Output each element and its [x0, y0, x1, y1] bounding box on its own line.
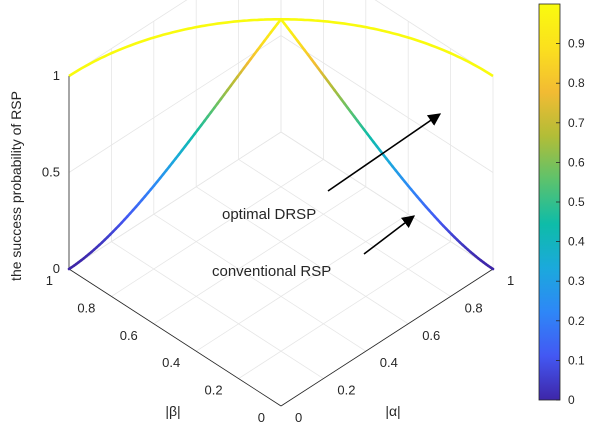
colorbar-tick-label: 0.9: [568, 37, 585, 51]
z-tick-label: 0: [53, 261, 60, 276]
grid-line-alpha: [280, 0, 494, 270]
plot-curves: [67, 17, 495, 271]
axes-box: [68, 76, 494, 407]
annotation-arrow-conventional: [363, 215, 416, 255]
grid-line-beta: [111, 0, 324, 297]
x-axis-line: [280, 268, 494, 407]
axes-grid: [68, 0, 494, 407]
x-tick-label: 0: [295, 410, 302, 425]
colorbar-ticks: 0 0.1 0.2 0.3 0.4 0.5 0.6 0.7 0.8 0.9: [556, 37, 585, 407]
colorbar-fill: [539, 4, 560, 400]
z-tick-label: 0.5: [42, 165, 60, 180]
grid-line-probability: [68, 131, 494, 270]
colorbar-tick-label: 0.2: [568, 314, 585, 328]
x-tick-label: 1: [507, 273, 514, 288]
colorbar-tick-label: 0.4: [568, 235, 585, 249]
colorbar-tick-label: 0.6: [568, 155, 585, 169]
y-axis-label: |β|: [165, 403, 180, 419]
annotation-optimal-drsp: optimal DRSP: [222, 206, 316, 223]
annotation-conventional-rsp: conventional RSP: [212, 263, 331, 280]
z-axis-label: the success probability of RSP: [8, 91, 24, 281]
annotation-arrow-optimal: [327, 113, 442, 192]
x-axis-label: |α|: [385, 403, 400, 419]
x-tick-label: 0.4: [380, 355, 398, 370]
y-tick-label: 0.2: [205, 383, 223, 398]
colorbar-tick-label: 0.5: [568, 195, 585, 209]
grid-line-beta: [195, 21, 409, 352]
y-tick-label: 1: [46, 273, 53, 288]
colorbar-tick-label: 0: [568, 393, 575, 407]
annotations: optimal DRSP conventional RSP: [212, 113, 442, 280]
colorbar-tick-label: 0.1: [568, 353, 585, 367]
colorbar-tick-label: 0.7: [568, 116, 585, 130]
grid-line-alpha: [238, 0, 451, 297]
y-tick-label: 0: [258, 410, 265, 425]
grid-line-probability: [68, 0, 494, 77]
grid-line-beta: [68, 0, 282, 270]
colorbar: 0 0.1 0.2 0.3 0.4 0.5 0.6 0.7 0.8 0.9: [538, 3, 585, 407]
x-tick-label: 0.2: [337, 383, 355, 398]
series-conventional-rsp-segment: [67, 266, 73, 271]
colorbar-tick-label: 0.3: [568, 274, 585, 288]
x-tick-label: 0.6: [422, 328, 440, 343]
colorbar-tick-label: 0.8: [568, 76, 585, 90]
y-tick-label: 0.8: [77, 300, 95, 315]
y-tick-label: 0.6: [120, 328, 138, 343]
x-tick-label: 0.8: [465, 300, 483, 315]
y-tick-label: 0.4: [162, 355, 180, 370]
y-axis-line: [68, 268, 282, 407]
z-tick-label: 1: [53, 68, 60, 83]
